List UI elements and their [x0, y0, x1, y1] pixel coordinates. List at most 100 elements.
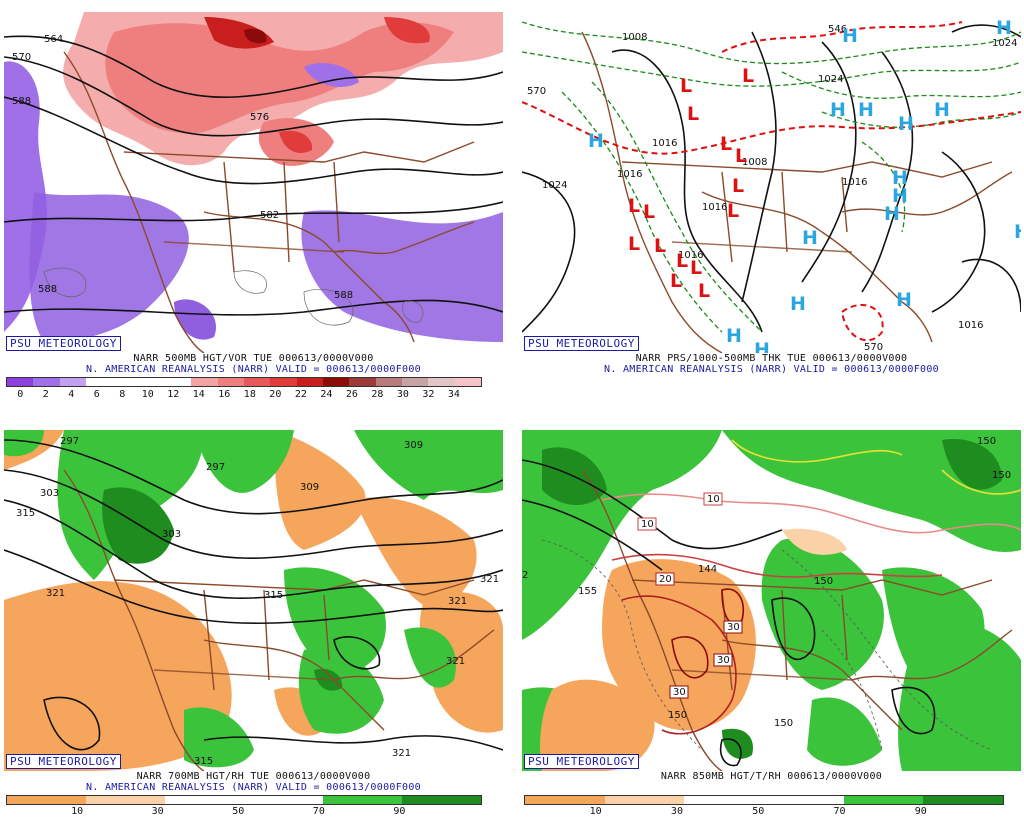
scale-swatch: [86, 796, 165, 804]
high-pressure-center: H: [934, 99, 950, 121]
high-pressure-center: H: [802, 227, 818, 249]
temp-rh-850mb-map: 150 150 10 10 20 30 30 30 144 150 150 15…: [522, 430, 1021, 771]
contour-label: 2: [522, 570, 528, 581]
scale-label: 14: [192, 389, 205, 400]
scale-label: 30: [396, 389, 409, 400]
scale-swatch: [764, 796, 844, 804]
high-pressure-center: H: [892, 167, 908, 189]
low-pressure-center: L: [643, 201, 655, 223]
scale-label: 70: [312, 806, 325, 817]
contour-label: 315: [264, 590, 283, 601]
low-pressure-center: L: [698, 280, 710, 302]
rh-color-scale: [524, 795, 1004, 805]
scale-label: 26: [345, 389, 358, 400]
scale-label: 18: [243, 389, 256, 400]
scale-swatch: [165, 796, 244, 804]
contour-label: 10: [641, 519, 654, 530]
contour-label: 321: [480, 574, 499, 585]
low-pressure-center: L: [742, 65, 754, 87]
contour-label: 150: [992, 470, 1011, 481]
contour-label: 315: [16, 508, 35, 519]
rh-color-scale: [6, 795, 482, 805]
scale-swatch: [525, 796, 605, 804]
scale-swatch: [349, 378, 376, 386]
scale-label: 12: [167, 389, 180, 400]
scale-label: 20: [269, 389, 282, 400]
scale-swatch: [375, 378, 402, 386]
panel-subtitle: N. AMERICAN REANALYSIS (NARR) VALID = 00…: [86, 364, 421, 375]
rh-scale-labels: 10 30 50 70 90: [524, 806, 1002, 818]
low-pressure-center: L: [628, 233, 640, 255]
contour-label: 1016: [958, 320, 983, 331]
contour-label: 315: [194, 756, 213, 767]
scale-swatch: [684, 796, 765, 804]
scale-swatch: [270, 378, 297, 386]
contour-label: 1024: [992, 38, 1017, 49]
contour-label: 1008: [742, 157, 767, 168]
high-pressure-center: H: [726, 325, 742, 347]
rh-700mb-map: 297 309 315 297 303 309 303 321 315 321 …: [4, 430, 503, 771]
scale-swatch: [243, 378, 271, 386]
contour-label: 321: [446, 656, 465, 667]
scale-label: 50: [752, 806, 765, 817]
scale-swatch: [138, 378, 165, 386]
scale-swatch: [112, 378, 139, 386]
high-pressure-center: H: [588, 130, 604, 152]
scale-label: 8: [119, 389, 126, 400]
low-pressure-center: L: [720, 133, 732, 155]
scale-swatch: [164, 378, 192, 386]
low-pressure-center: L: [654, 235, 666, 257]
scale-swatch: [7, 378, 34, 386]
scale-swatch: [296, 378, 323, 386]
high-pressure-center: H: [892, 185, 908, 207]
scale-swatch: [402, 796, 481, 804]
vorticity-map: 564 570 588 576 582 588 588: [4, 12, 503, 353]
low-pressure-center: L: [690, 257, 702, 279]
scale-swatch: [33, 378, 60, 386]
contour-label: 1024: [542, 180, 567, 191]
scale-swatch: [843, 796, 924, 804]
panel-title: NARR 500MB HGT/VOR TUE 000613/0000V000: [133, 353, 374, 364]
contour-label: 155: [578, 586, 597, 597]
contour-label: 303: [162, 529, 181, 540]
contour-label: 570: [864, 342, 883, 353]
scale-label: 10: [589, 806, 602, 817]
scale-swatch: [217, 378, 244, 386]
high-pressure-center: H: [898, 113, 914, 135]
contour-label: 297: [206, 462, 225, 473]
low-pressure-center: L: [676, 250, 688, 272]
panel-title: NARR 700MB HGT/RH TUE 000613/0000V000: [136, 771, 371, 782]
contour-label: 10: [707, 494, 720, 505]
low-pressure-center: L: [735, 145, 747, 167]
high-pressure-center: H: [1014, 221, 1021, 243]
contour-label: 588: [12, 96, 31, 107]
high-pressure-center: H: [884, 203, 900, 225]
psu-meteorology-tag: PSU METEOROLOGY: [6, 754, 121, 769]
high-pressure-center: H: [996, 17, 1012, 39]
scale-swatch: [244, 796, 323, 804]
scale-swatch: [454, 378, 481, 386]
contour-label: 588: [38, 284, 57, 295]
scale-swatch: [428, 378, 455, 386]
low-pressure-center: L: [732, 175, 744, 197]
contour-label: 588: [334, 290, 353, 301]
scale-label: 6: [93, 389, 100, 400]
scale-label: 32: [422, 389, 435, 400]
contour-label: 582: [260, 210, 279, 221]
low-pressure-center: L: [687, 103, 699, 125]
scale-label: 2: [42, 389, 49, 400]
psu-meteorology-tag: PSU METEOROLOGY: [524, 754, 639, 769]
contour-label: 1016: [842, 177, 867, 188]
contour-label: 150: [814, 576, 833, 587]
contour-label: 303: [40, 488, 59, 499]
contour-label: 144: [698, 564, 717, 575]
scale-swatch: [604, 796, 685, 804]
scale-label: 28: [371, 389, 384, 400]
low-pressure-center: L: [670, 270, 682, 292]
scale-label: 34: [447, 389, 460, 400]
scale-swatch: [401, 378, 429, 386]
psu-meteorology-tag: PSU METEOROLOGY: [524, 336, 639, 351]
scale-label: 16: [218, 389, 231, 400]
scale-label: 30: [670, 806, 683, 817]
contour-label: 1016: [652, 138, 677, 149]
